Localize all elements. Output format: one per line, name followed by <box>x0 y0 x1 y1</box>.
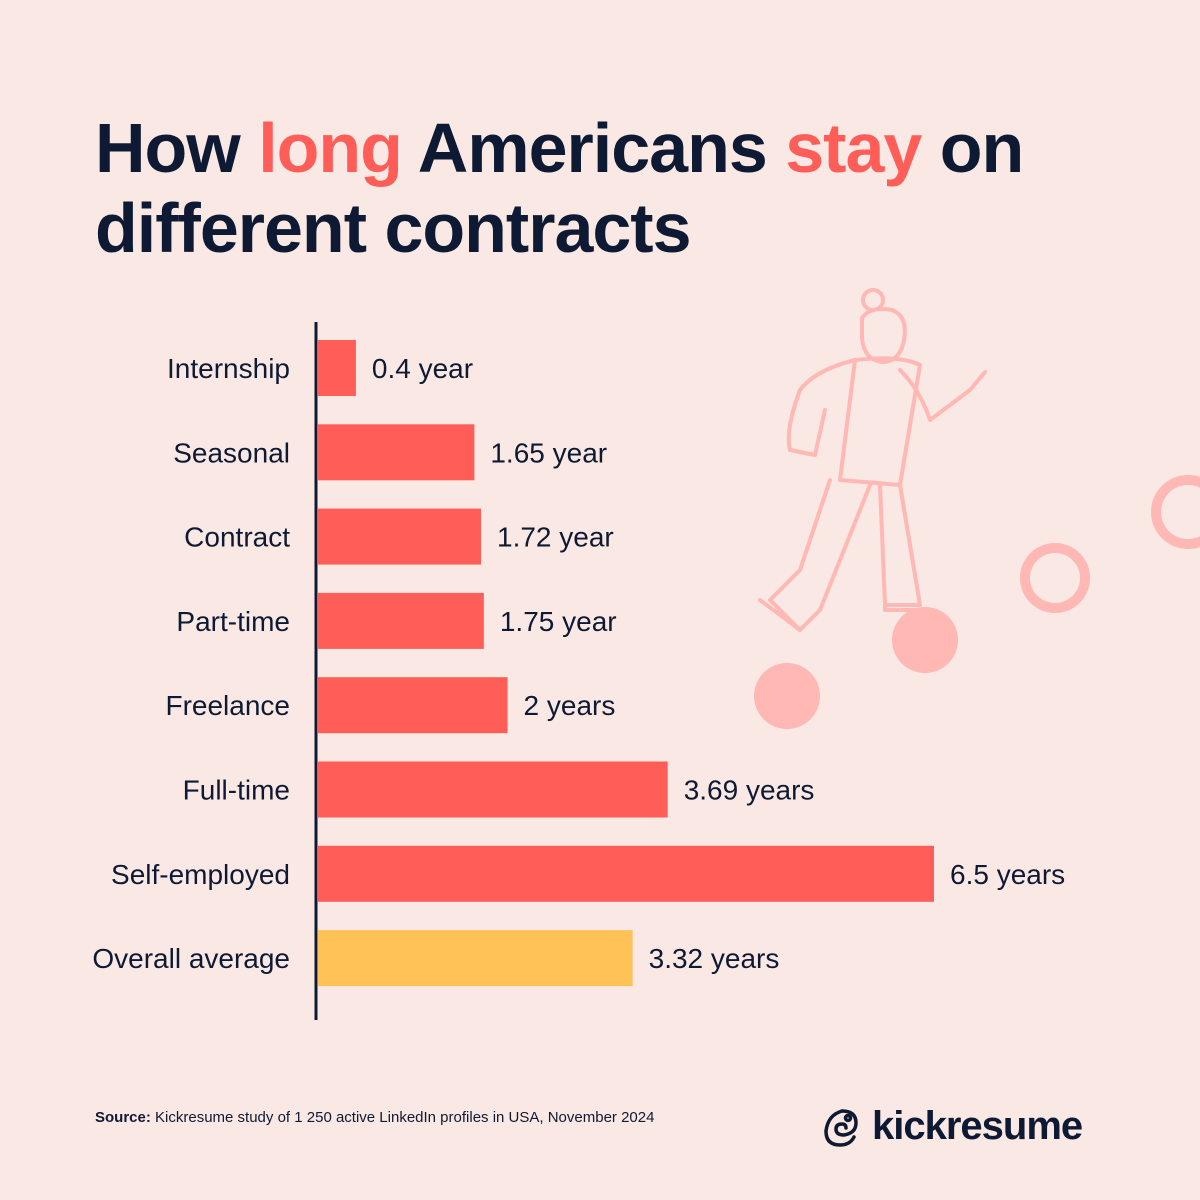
source-label: Source: <box>95 1109 151 1126</box>
category-label: Internship <box>167 353 290 384</box>
data-label: 1.75 year <box>500 606 617 637</box>
bar-overall-average <box>318 930 633 987</box>
chameleon-logo-icon <box>824 1108 858 1147</box>
data-label: 2 years <box>524 690 616 721</box>
chart-title: How long Americans stay on different con… <box>95 108 1145 268</box>
category-label: Seasonal <box>173 437 290 468</box>
bar-full-time <box>318 761 668 818</box>
source-note: Source: Kickresume study of 1 250 active… <box>95 1109 654 1126</box>
logo-text: kickresume <box>872 1104 1083 1148</box>
data-label: 3.32 years <box>649 943 780 974</box>
category-label: Contract <box>184 522 290 553</box>
title-highlight: long <box>258 109 403 187</box>
title-text: Americans <box>401 109 786 187</box>
bar-part-time <box>318 592 484 649</box>
bar-self-employed <box>318 845 934 902</box>
bar-freelance <box>318 677 508 734</box>
data-label: 6.5 years <box>950 859 1065 890</box>
category-label: Overall average <box>92 943 290 974</box>
title-text: on different contracts <box>95 109 1024 267</box>
data-label: 3.69 years <box>684 775 815 806</box>
data-label: 1.65 year <box>490 437 607 468</box>
data-label: 1.72 year <box>497 522 614 553</box>
bar-internship <box>318 340 356 396</box>
bar-seasonal <box>318 424 475 481</box>
category-label: Self-employed <box>111 859 290 890</box>
source-text: Kickresume study of 1 250 active LinkedI… <box>150 1109 655 1126</box>
category-label: Freelance <box>165 690 290 721</box>
title-highlight: stay <box>785 109 922 187</box>
category-label: Part-time <box>176 606 290 637</box>
bar-contract <box>318 508 482 565</box>
data-label: 0.4 year <box>372 353 473 384</box>
decorative-illustration <box>754 288 1200 729</box>
logo: kickresume <box>820 1104 1083 1149</box>
category-label: Full-time <box>183 775 290 806</box>
title-text: How <box>95 109 259 187</box>
